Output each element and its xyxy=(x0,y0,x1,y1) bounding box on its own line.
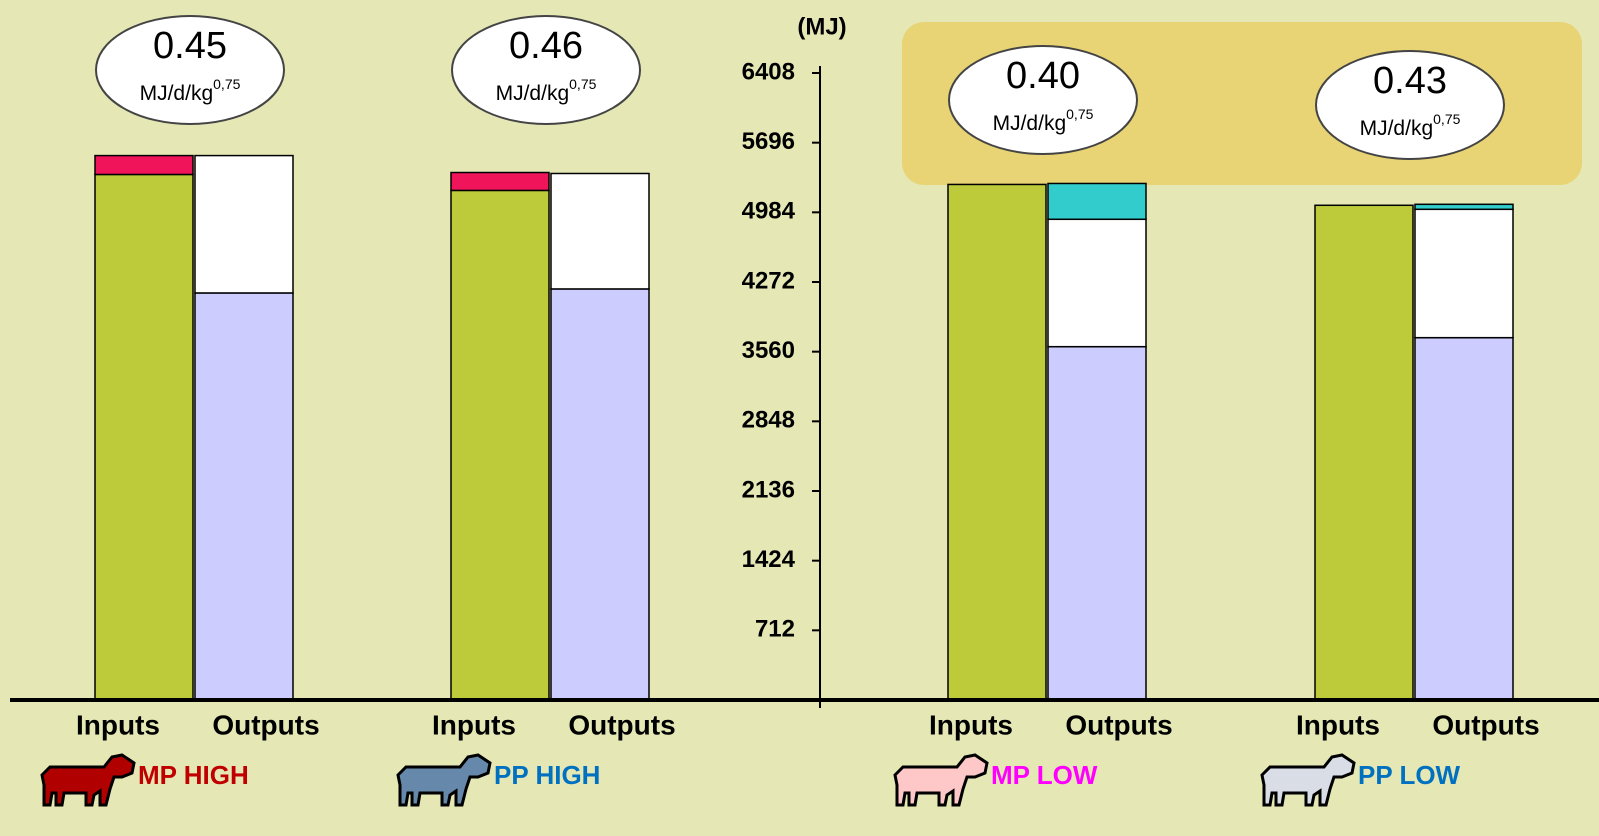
efficiency-value: 0.43 xyxy=(1373,60,1447,102)
bar-segment xyxy=(550,288,650,701)
stack-label: Inputs xyxy=(1296,709,1380,740)
efficiency-value: 0.46 xyxy=(509,25,583,67)
stack-label: Outputs xyxy=(1432,709,1539,740)
y-tick-label: 4272 xyxy=(742,267,795,294)
y-axis-label: (MJ) xyxy=(797,13,846,40)
y-tick-label: 3560 xyxy=(742,337,795,364)
bar-segment xyxy=(1047,345,1147,701)
y-tick-label: 712 xyxy=(755,616,795,643)
efficiency-unit: MJ/d/kg0,75 xyxy=(496,76,597,105)
bar-segment xyxy=(947,183,1047,701)
y-tick-label: 4984 xyxy=(742,198,796,225)
y-tick-label: 5696 xyxy=(742,128,795,155)
bar-segment xyxy=(1047,182,1147,221)
stack-label: Outputs xyxy=(1065,709,1172,740)
bar-segment xyxy=(550,172,650,290)
group-label: PP HIGH xyxy=(494,760,600,790)
unit: MJ/d/kg xyxy=(1360,117,1434,140)
bar-segment xyxy=(194,292,294,701)
stack-label: Inputs xyxy=(929,709,1013,740)
unit: MJ/d/kg xyxy=(140,82,214,105)
bar-segment xyxy=(94,154,194,176)
y-tick-label: 1424 xyxy=(742,546,796,573)
cow-icon xyxy=(40,753,136,807)
bar-segment xyxy=(450,189,550,701)
bar-segment xyxy=(194,154,294,294)
efficiency-bubble xyxy=(948,45,1138,155)
y-tick-label: 6408 xyxy=(742,58,795,85)
cow-icon xyxy=(1260,753,1356,807)
cow-icon xyxy=(893,753,989,807)
y-tick-label: 2848 xyxy=(742,407,795,434)
stack-label: Outputs xyxy=(212,709,319,740)
efficiency-unit: MJ/d/kg0,75 xyxy=(140,76,241,105)
group-label: MP LOW xyxy=(991,760,1098,790)
stack-label: Inputs xyxy=(76,709,160,740)
stack-label: Outputs xyxy=(568,709,675,740)
efficiency-unit: MJ/d/kg0,75 xyxy=(1360,111,1461,140)
efficiency-bubble xyxy=(1315,50,1505,160)
group-label: PP LOW xyxy=(1358,760,1461,790)
bar-segment xyxy=(94,173,194,701)
bar-segment xyxy=(1414,208,1514,339)
bar-segment xyxy=(450,171,550,192)
efficiency-unit: MJ/d/kg0,75 xyxy=(993,106,1094,135)
efficiency-value: 0.45 xyxy=(153,25,227,67)
efficiency-bubble xyxy=(451,15,641,125)
bar-segment xyxy=(1414,203,1514,211)
unit: MJ/d/kg xyxy=(496,82,570,105)
unit-exponent: 0,75 xyxy=(1066,106,1093,122)
group-label: MP HIGH xyxy=(138,760,249,790)
unit-exponent: 0,75 xyxy=(1433,111,1460,127)
efficiency-value: 0.40 xyxy=(1006,55,1080,97)
unit-exponent: 0,75 xyxy=(213,76,240,92)
bar-segment xyxy=(1414,336,1514,701)
stack-label: Inputs xyxy=(432,709,516,740)
y-tick-label: 2136 xyxy=(742,476,795,503)
unit-exponent: 0,75 xyxy=(569,76,596,92)
bar-segment xyxy=(1047,218,1147,348)
unit: MJ/d/kg xyxy=(993,112,1067,135)
cow-icon xyxy=(396,753,492,807)
efficiency-bubble xyxy=(95,15,285,125)
bar-segment xyxy=(1314,204,1414,701)
